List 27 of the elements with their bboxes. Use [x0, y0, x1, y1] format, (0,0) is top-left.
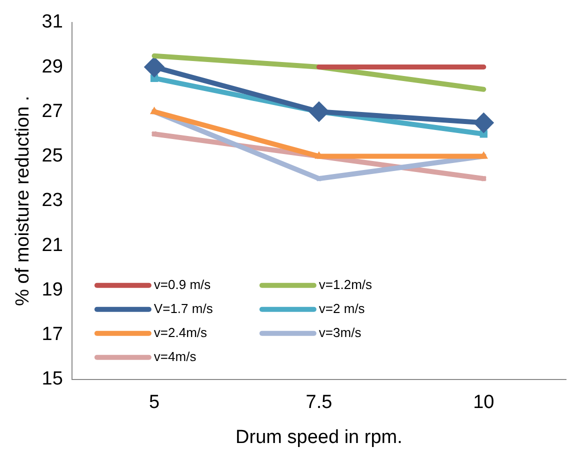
legend-label: v=0.9 m/s [154, 276, 212, 292]
point [308, 102, 329, 122]
legend-label: v=2.4m/s [154, 324, 208, 340]
legend-label: v=3m/s [318, 324, 362, 340]
y-tick-label: 29 [42, 56, 63, 78]
x-tick-label: 10 [473, 392, 494, 414]
y-tick-label: 19 [42, 279, 63, 300]
y-axis-title: % of moisture reduction . [12, 96, 34, 306]
x-tick-label: 7.5 [306, 392, 332, 414]
legend-label: v=2 m/s [318, 300, 366, 316]
y-tick-label: 15 [42, 368, 63, 390]
x-tick-label: 5 [148, 392, 160, 414]
x-axis-title: Drum speed in rpm. [236, 426, 402, 448]
y-tick-label: 17 [42, 324, 63, 346]
point [480, 175, 487, 182]
y-tick-label: 27 [42, 100, 63, 122]
y-tick-label: 23 [42, 190, 63, 212]
legend-label: v=1.2m/s [318, 276, 373, 292]
y-tick-label: 31 [42, 12, 63, 33]
point [474, 112, 494, 133]
y-tick-label: 25 [42, 146, 63, 167]
legend-label: v=4m/s [154, 348, 197, 364]
y-tick-label: 21 [42, 234, 63, 256]
legend-label: V=1.7 m/s [154, 300, 214, 316]
point [480, 130, 488, 138]
point [151, 130, 158, 138]
point [144, 57, 164, 78]
